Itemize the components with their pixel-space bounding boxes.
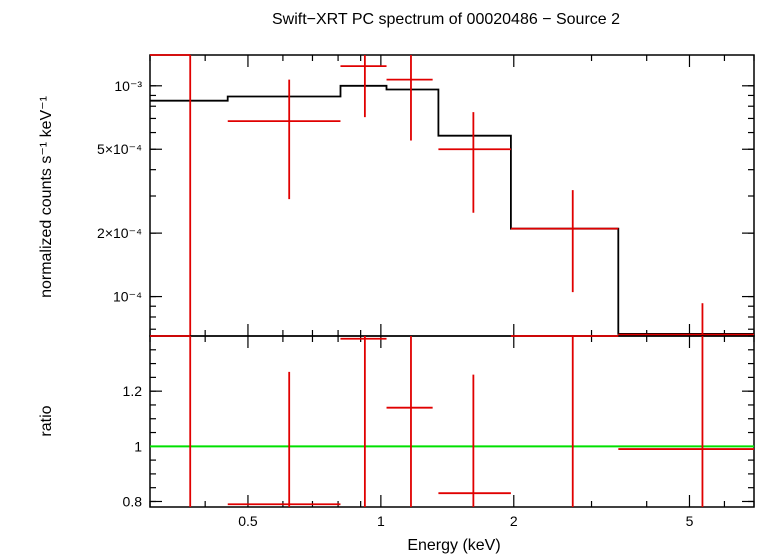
ratio-data-point [386, 336, 433, 507]
spectrum-y-tick-label: 10⁻³ [114, 78, 142, 94]
ratio-y-tick-label: 0.8 [123, 493, 143, 509]
chart-title: Swift−XRT PC spectrum of 00020486 − Sour… [272, 11, 620, 28]
x-axis-label: Energy (keV) [407, 537, 500, 554]
ratio-data-point [340, 336, 387, 507]
spectrum-data-point [340, 55, 387, 118]
spectrum-panel: 10⁻³ 5×10⁻⁴ 2×10⁻⁴ 10⁻⁴ [97, 54, 755, 337]
x-tick-label: 2 [510, 513, 518, 529]
model-step-line [150, 84, 754, 335]
spectrum-data-point [510, 190, 619, 293]
spectrum-data-point [150, 54, 192, 336]
y-axis-label-ratio: ratio [38, 405, 55, 436]
spectrum-data-point [227, 79, 341, 200]
x-tick-label: 5 [686, 513, 694, 529]
spectrum-y-tick-label: 10⁻⁴ [113, 289, 142, 305]
ratio-frame [149, 335, 755, 508]
ratio-data-point [510, 335, 619, 507]
spectrum-data-point [438, 112, 511, 213]
y-axis-label-spectrum: normalized counts s⁻¹ keV⁻¹ [38, 96, 55, 298]
ratio-data-point [150, 335, 192, 507]
ratio-data-point [438, 374, 511, 507]
spectrum-data-point [618, 303, 754, 336]
ratio-y-tick-label: 1 [134, 438, 142, 454]
x-tick-label: 1 [377, 513, 385, 529]
ratio-data-point [618, 336, 754, 507]
spectrum-data-point [386, 55, 433, 141]
spectrum-y-tick-label: 5×10⁻⁴ [97, 141, 142, 157]
spectrum-y-tick-label: 2×10⁻⁴ [97, 225, 142, 241]
ratio-data-point [227, 371, 341, 507]
ratio-y-tick-label: 1.2 [123, 383, 143, 399]
x-tick-labels: 0.5 1 2 5 [238, 513, 693, 529]
ratio-panel: 0.8 1 1.2 [123, 335, 755, 509]
x-tick-label: 0.5 [238, 513, 258, 529]
